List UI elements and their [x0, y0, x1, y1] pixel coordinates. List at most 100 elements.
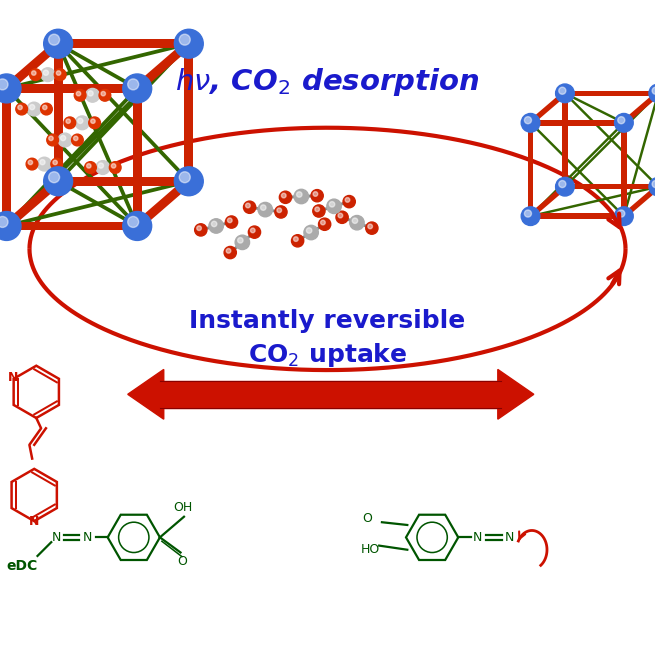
- Circle shape: [559, 87, 566, 94]
- Text: N: N: [8, 371, 18, 384]
- Circle shape: [41, 68, 54, 82]
- Circle shape: [649, 84, 655, 103]
- Circle shape: [75, 116, 89, 130]
- Text: Instantly reversible: Instantly reversible: [189, 309, 466, 333]
- Circle shape: [555, 178, 574, 196]
- Circle shape: [248, 226, 261, 238]
- Circle shape: [294, 189, 309, 204]
- Circle shape: [618, 117, 625, 124]
- Text: N: N: [505, 531, 515, 544]
- Polygon shape: [7, 221, 138, 231]
- Circle shape: [224, 246, 236, 259]
- Circle shape: [195, 224, 207, 236]
- Circle shape: [43, 70, 48, 75]
- Polygon shape: [57, 43, 190, 183]
- Text: N: N: [29, 515, 39, 528]
- Circle shape: [345, 198, 350, 202]
- Circle shape: [74, 90, 86, 101]
- Text: eDC: eDC: [6, 559, 37, 573]
- Circle shape: [225, 216, 238, 228]
- Polygon shape: [58, 177, 189, 186]
- Polygon shape: [342, 216, 372, 229]
- Polygon shape: [184, 44, 193, 181]
- Polygon shape: [528, 123, 533, 216]
- Circle shape: [179, 172, 190, 183]
- Circle shape: [350, 215, 364, 230]
- Polygon shape: [286, 195, 317, 198]
- Polygon shape: [57, 179, 138, 228]
- Circle shape: [0, 216, 8, 227]
- Polygon shape: [562, 94, 568, 187]
- Circle shape: [122, 74, 152, 103]
- Polygon shape: [565, 90, 655, 96]
- Circle shape: [48, 34, 60, 45]
- Circle shape: [47, 134, 58, 146]
- Polygon shape: [564, 92, 655, 187]
- Circle shape: [275, 206, 287, 218]
- Circle shape: [73, 136, 78, 141]
- Circle shape: [227, 218, 232, 223]
- Circle shape: [235, 235, 250, 250]
- Circle shape: [98, 163, 103, 168]
- Circle shape: [652, 181, 655, 187]
- Circle shape: [174, 29, 203, 58]
- Circle shape: [282, 193, 286, 198]
- Circle shape: [60, 136, 66, 141]
- Polygon shape: [530, 122, 625, 217]
- Circle shape: [86, 164, 91, 168]
- Polygon shape: [530, 122, 625, 217]
- Polygon shape: [529, 91, 567, 125]
- Circle shape: [521, 207, 540, 225]
- Circle shape: [40, 160, 45, 165]
- Circle shape: [128, 216, 139, 227]
- Circle shape: [96, 160, 110, 174]
- Polygon shape: [57, 43, 190, 183]
- Polygon shape: [6, 42, 189, 90]
- Circle shape: [525, 117, 531, 124]
- Circle shape: [0, 79, 8, 90]
- Polygon shape: [318, 200, 350, 212]
- Circle shape: [313, 205, 325, 217]
- Polygon shape: [5, 87, 139, 227]
- Circle shape: [297, 192, 302, 197]
- Polygon shape: [565, 184, 655, 189]
- Circle shape: [368, 224, 373, 229]
- Polygon shape: [531, 120, 624, 126]
- Circle shape: [226, 248, 231, 253]
- Circle shape: [48, 136, 53, 141]
- Polygon shape: [623, 93, 655, 217]
- Polygon shape: [297, 223, 326, 242]
- Circle shape: [307, 228, 312, 233]
- Circle shape: [78, 119, 83, 124]
- Circle shape: [53, 160, 58, 164]
- Circle shape: [43, 105, 47, 109]
- Polygon shape: [56, 43, 139, 227]
- Circle shape: [559, 181, 566, 187]
- Text: OH: OH: [173, 500, 192, 514]
- Circle shape: [336, 211, 348, 223]
- Polygon shape: [531, 214, 624, 219]
- Circle shape: [122, 212, 152, 240]
- Polygon shape: [565, 92, 624, 124]
- Polygon shape: [2, 88, 11, 226]
- Circle shape: [279, 191, 291, 204]
- Circle shape: [261, 205, 266, 210]
- Circle shape: [291, 234, 304, 247]
- Circle shape: [26, 159, 38, 170]
- Circle shape: [313, 192, 318, 196]
- Text: O: O: [178, 555, 187, 568]
- Circle shape: [44, 29, 73, 58]
- Bar: [160, 381, 501, 408]
- Circle shape: [86, 88, 100, 102]
- Circle shape: [521, 113, 540, 132]
- Circle shape: [320, 220, 326, 225]
- Circle shape: [109, 162, 121, 174]
- Circle shape: [174, 167, 203, 196]
- Circle shape: [212, 221, 217, 227]
- Circle shape: [614, 113, 633, 132]
- Circle shape: [76, 92, 81, 96]
- Circle shape: [329, 202, 335, 207]
- Polygon shape: [250, 206, 281, 214]
- Polygon shape: [498, 369, 534, 419]
- Circle shape: [555, 84, 574, 103]
